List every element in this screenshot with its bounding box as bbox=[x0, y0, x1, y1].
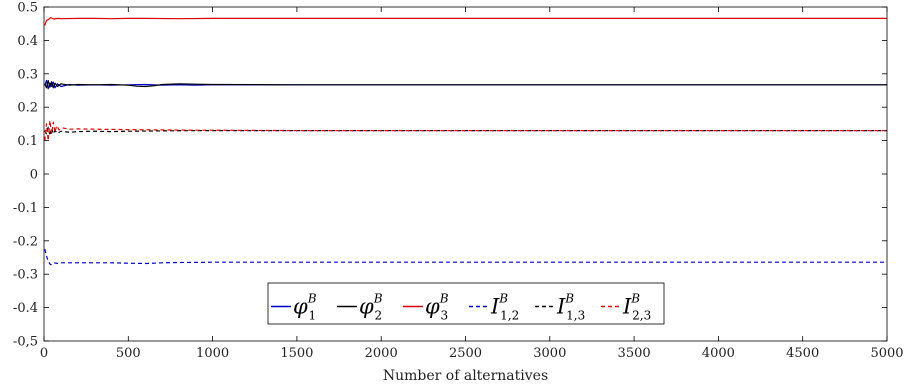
x-tick-label: 4000 bbox=[702, 346, 735, 361]
legend-label-6: IB 2,3 bbox=[622, 292, 651, 323]
series-line-2 bbox=[44, 79, 887, 89]
y-tick-label: 0.2 bbox=[17, 101, 38, 116]
legend-label-5: IB 1,3 bbox=[556, 292, 585, 323]
legend: φB 1 φB 2 φB 3 IB 1,2 IB 1,3 IB 2,3 bbox=[267, 282, 665, 325]
legend-label-4: IB 1,2 bbox=[490, 292, 519, 323]
x-tick-label: 3500 bbox=[618, 346, 651, 361]
y-tick-label: 0.4 bbox=[17, 34, 38, 49]
series-line-5 bbox=[44, 126, 887, 137]
x-tick-label: 2500 bbox=[449, 346, 482, 361]
y-tick-label: 0 bbox=[30, 168, 38, 183]
legend-label-3: φB 3 bbox=[425, 292, 449, 323]
x-axis-label: Number of alternatives bbox=[383, 368, 548, 384]
y-tick-label: -0.3 bbox=[13, 268, 38, 283]
series-line-3 bbox=[44, 17, 887, 26]
series-line-4 bbox=[44, 248, 887, 266]
legend-label-1: φB 1 bbox=[293, 292, 317, 323]
axis-ticks: 0 500 1000 1500 2000 2500 3000 3500 4000 4500 5000… bbox=[13, 1, 904, 362]
y-tick-label: -0.2 bbox=[13, 234, 38, 249]
x-tick-label: 2000 bbox=[365, 346, 398, 361]
x-tick-label: 500 bbox=[116, 346, 141, 361]
x-tick-label: 1500 bbox=[280, 346, 313, 361]
y-tick-label: -0.4 bbox=[13, 301, 38, 316]
x-tick-label: 4500 bbox=[786, 346, 819, 361]
y-tick-label: 0.5 bbox=[17, 1, 38, 16]
legend-label-2: φB 2 bbox=[359, 292, 383, 323]
x-tick-label: 5000 bbox=[870, 346, 903, 361]
legend-box bbox=[267, 282, 665, 325]
y-tick-label: -0.1 bbox=[13, 201, 38, 216]
x-tick-label: 0 bbox=[40, 346, 48, 361]
x-tick-label: 3000 bbox=[533, 346, 566, 361]
y-tick-label: -0,5 bbox=[13, 335, 38, 350]
y-tick-label: 0.1 bbox=[17, 134, 38, 149]
y-tick-label: 0.3 bbox=[17, 67, 38, 82]
x-tick-label: 1000 bbox=[196, 346, 229, 361]
series-line-6 bbox=[44, 119, 887, 142]
series-lines bbox=[44, 17, 887, 266]
